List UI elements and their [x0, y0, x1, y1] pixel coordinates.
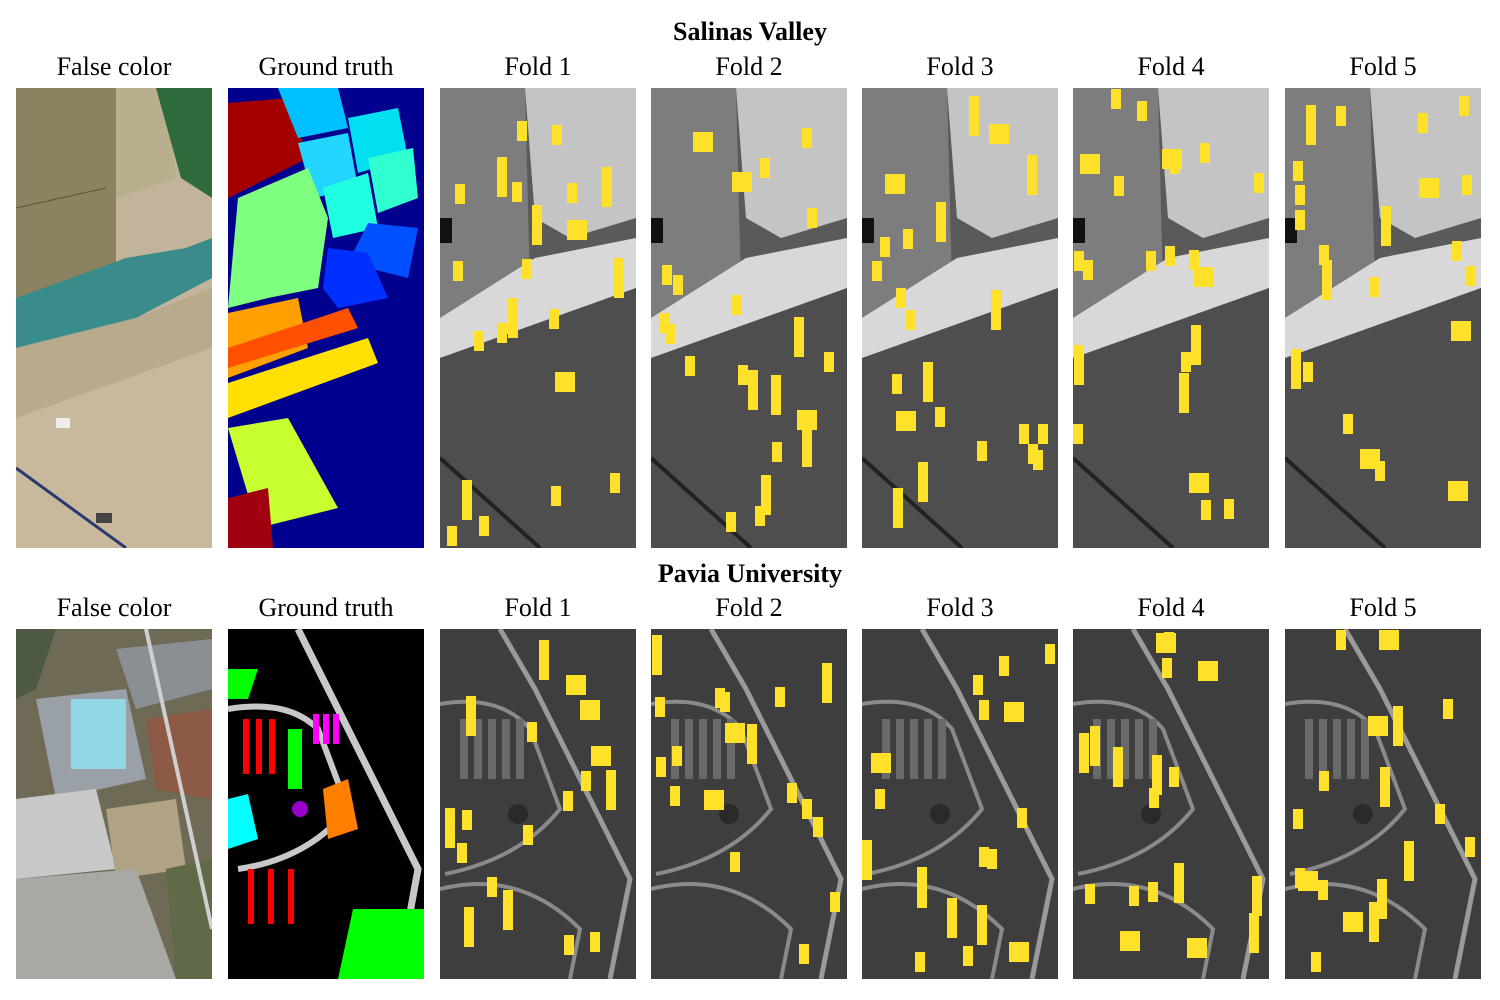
panel-label: Fold 5: [1349, 593, 1417, 622]
pavia-false-color-image: [16, 629, 212, 979]
pavia-fold-5-image: [1285, 629, 1481, 979]
panel-label: Fold 1: [504, 593, 572, 622]
pavia-fold-4-image: [1073, 629, 1269, 979]
section-title-pavia: Pavia University: [657, 559, 843, 588]
panel-label: Fold 3: [926, 52, 994, 81]
salinas-false-color-image: [16, 88, 212, 548]
pavia-fold-2-image: [651, 629, 847, 979]
panel-label: Ground truth: [258, 593, 394, 622]
panel-label: Fold 4: [1137, 593, 1205, 622]
pavia-fold-1-image: [440, 629, 636, 979]
panel-label: Fold 5: [1349, 52, 1417, 81]
salinas-fold-1-image: [440, 88, 636, 548]
panel-label: Fold 2: [715, 52, 783, 81]
section-title-salinas: Salinas Valley: [673, 17, 827, 46]
pavia-ground-truth-image: [228, 629, 424, 979]
panel-label: Fold 1: [504, 52, 572, 81]
salinas-fold-3-image: [862, 88, 1058, 548]
salinas-fold-2-image: [651, 88, 847, 548]
pavia-fold-3-image: [862, 629, 1058, 979]
panel-label: Ground truth: [258, 52, 394, 81]
salinas-fold-5-image: [1285, 88, 1481, 548]
panel-label: False color: [56, 52, 172, 81]
panel-label: False color: [56, 593, 172, 622]
salinas-fold-4-image: [1073, 88, 1269, 548]
panel-label: Fold 3: [926, 593, 994, 622]
salinas-ground-truth-image: [228, 88, 424, 548]
panel-label: Fold 2: [715, 593, 783, 622]
panel-label: Fold 4: [1137, 52, 1205, 81]
